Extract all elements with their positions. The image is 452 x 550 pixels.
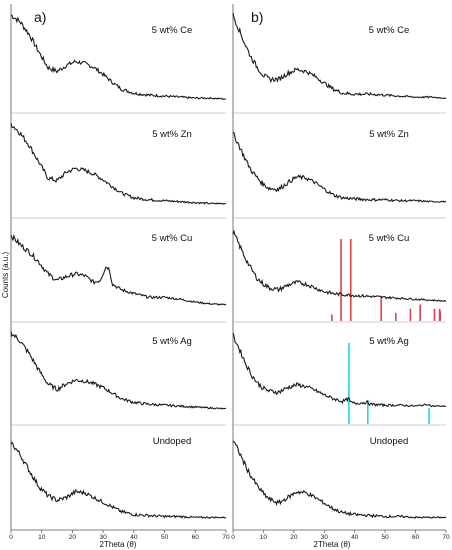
x-tick-label: 10	[260, 534, 268, 541]
xrd-trace-5-wt-ag	[232, 332, 447, 408]
sample-label: 5 wt% Zn	[152, 129, 192, 140]
panel-b-label: b)	[251, 9, 263, 25]
x-tick-label: 50	[161, 534, 169, 541]
sample-label: Undoped	[370, 436, 409, 447]
x-tick-label: 50	[382, 534, 390, 541]
x-tick-label: 60	[412, 534, 420, 541]
sample-label: Undoped	[153, 436, 192, 447]
x-tick-label: 70	[222, 534, 230, 541]
panel-b: b) 0 10 20 30 40 50 60 70 5 wt% Ce 5 wt% Zn 5 wt%…	[231, 4, 450, 549]
sample-label: 5 wt% Ce	[152, 25, 193, 36]
x-tick-label: 10	[38, 534, 46, 541]
xrd-trace-5-wt-cu	[10, 233, 227, 306]
x-tick-label: 40	[130, 534, 138, 541]
sample-label: 5 wt% Ag	[369, 336, 409, 347]
x-tick-label: 30	[321, 534, 329, 541]
x-tick-label: 0	[9, 534, 13, 541]
sample-label: 5 wt% Cu	[369, 233, 410, 244]
sample-label: 5 wt% Ag	[152, 336, 192, 347]
xrd-trace-5-wt-ce	[10, 14, 227, 100]
xrd-trace-undoped	[10, 441, 227, 519]
xrd-trace-5-wt-zn	[232, 131, 447, 203]
panel-b-x-axis-label: 2Theta (θ)	[314, 540, 351, 549]
xrd-trace-5-wt-ce	[232, 12, 447, 100]
x-tick-label: 70	[442, 534, 450, 541]
panel-a-x-axis-label: 2Theta (θ)	[100, 540, 137, 549]
panel-a: a) 0 10 20 30 40 50 60 70 5 wt% Ce 5 wt% Zn 5 wt%…	[9, 4, 230, 549]
panel-a-label: a)	[34, 9, 46, 25]
sample-label: 5 wt% Cu	[152, 233, 193, 244]
x-tick-label: 60	[192, 534, 200, 541]
x-tick-label: 20	[69, 534, 77, 541]
sample-label: 5 wt% Zn	[369, 129, 409, 140]
x-tick-label: 40	[351, 534, 359, 541]
xrd-trace-5-wt-cu	[232, 229, 447, 303]
xrd-trace-undoped	[232, 440, 447, 519]
xrd-trace-5-wt-ag	[10, 331, 227, 410]
sample-label: 5 wt% Ce	[369, 25, 410, 36]
x-tick-label: 20	[290, 534, 298, 541]
y-axis-label: Counts (a.u.)	[1, 252, 10, 299]
x-tick-label: 30	[100, 534, 108, 541]
xrd-trace-5-wt-zn	[10, 123, 227, 205]
x-tick-label: 0	[231, 534, 235, 541]
